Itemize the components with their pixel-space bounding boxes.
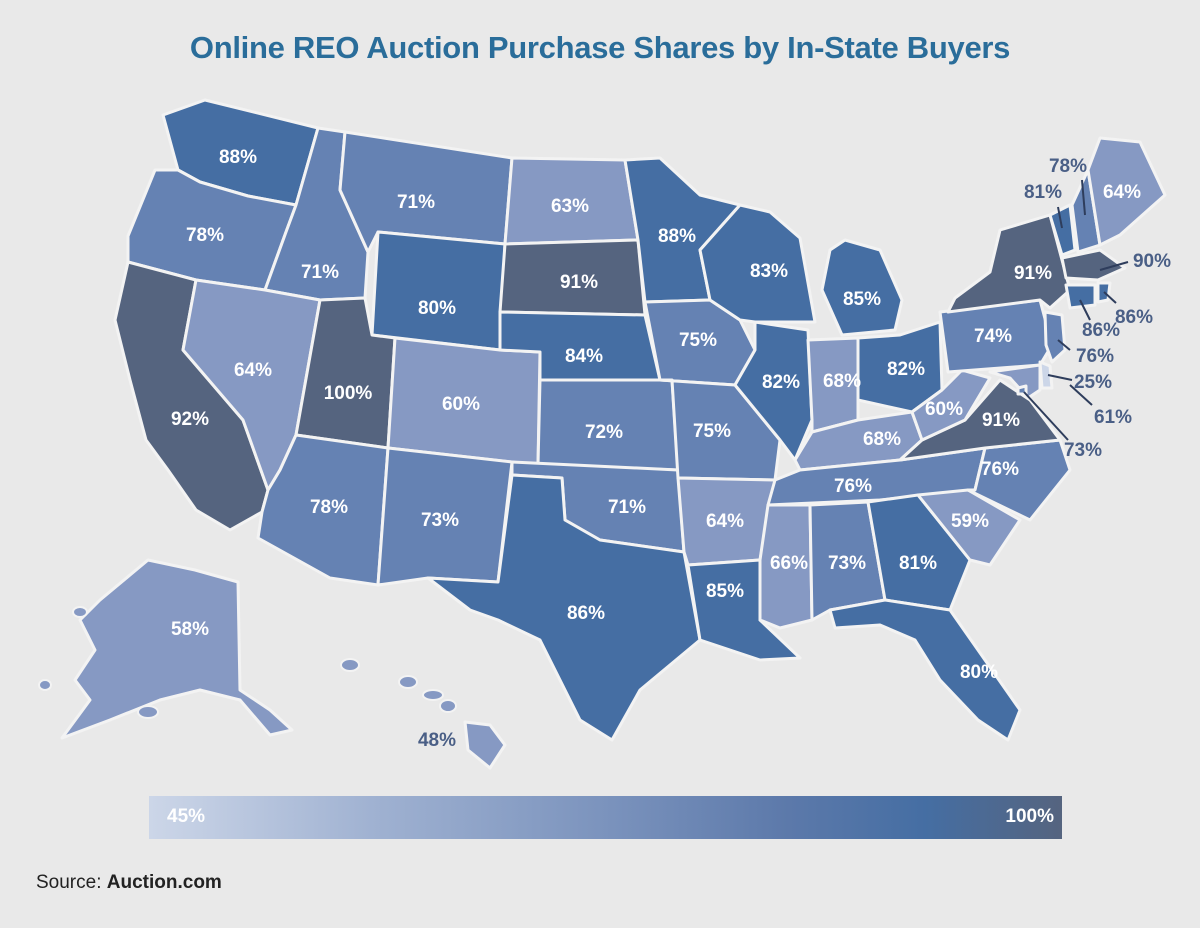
label-wv: 60%: [925, 399, 963, 420]
label-wi: 83%: [750, 261, 788, 282]
island-ak-west: [72, 606, 88, 618]
leader-dc: [1023, 391, 1069, 441]
label-dc: 73%: [1064, 440, 1102, 461]
label-ms: 66%: [770, 553, 808, 574]
state-fl[interactable]: [828, 598, 1022, 742]
label-id: 71%: [301, 262, 339, 283]
label-ia: 75%: [679, 330, 717, 351]
state-hi[interactable]: [463, 720, 507, 770]
island-ak-kodiak: [137, 705, 159, 719]
label-ma: 90%: [1133, 251, 1171, 272]
island-hi-molokai: [422, 689, 444, 701]
color-scale-legend: 45% 100%: [149, 796, 1062, 839]
label-ne: 84%: [565, 346, 603, 367]
label-la: 85%: [706, 581, 744, 602]
island-hi-kauai: [340, 658, 360, 672]
label-nv: 64%: [234, 360, 272, 381]
label-fl: 80%: [960, 662, 998, 683]
label-ny: 91%: [1014, 263, 1052, 284]
label-oh: 82%: [887, 359, 925, 380]
label-mt: 71%: [397, 192, 435, 213]
label-wy: 80%: [418, 298, 456, 319]
leader-nj: [1057, 339, 1071, 351]
label-ak: 58%: [171, 619, 209, 640]
label-sc: 59%: [951, 511, 989, 532]
state-ct[interactable]: [1064, 283, 1097, 310]
label-il: 82%: [762, 372, 800, 393]
leader-vt: [1057, 206, 1063, 229]
label-nh: 78%: [1049, 156, 1087, 177]
leader-ct: [1079, 299, 1091, 321]
label-hi: 48%: [418, 730, 456, 751]
label-ok: 71%: [608, 497, 646, 518]
leader-ri: [1103, 291, 1117, 304]
label-me: 64%: [1103, 182, 1141, 203]
state-vt[interactable]: [1048, 203, 1077, 257]
label-wa: 88%: [219, 147, 257, 168]
label-nj: 76%: [1076, 346, 1114, 367]
label-ky: 68%: [863, 429, 901, 450]
island-hi-oahu: [398, 675, 418, 689]
label-tn: 76%: [834, 476, 872, 497]
label-ar: 64%: [706, 511, 744, 532]
label-ut: 100%: [324, 383, 373, 404]
state-me[interactable]: [1086, 136, 1167, 247]
label-va: 91%: [982, 410, 1020, 431]
label-mn: 88%: [658, 226, 696, 247]
label-or: 78%: [186, 225, 224, 246]
source-note: Source: Auction.com: [36, 872, 222, 894]
state-tx[interactable]: [426, 473, 702, 742]
state-nj[interactable]: [1043, 310, 1067, 364]
label-in: 68%: [823, 371, 861, 392]
island-ak-aleutian: [38, 679, 52, 691]
label-ct: 86%: [1082, 320, 1120, 341]
state-ma[interactable]: [1060, 248, 1127, 282]
label-nm: 73%: [421, 510, 459, 531]
leader-nh: [1081, 179, 1086, 216]
label-nc: 76%: [981, 459, 1019, 480]
state-mi[interactable]: [820, 238, 904, 337]
label-mi: 85%: [843, 289, 881, 310]
label-az: 78%: [310, 497, 348, 518]
label-al: 73%: [828, 553, 866, 574]
label-pa: 74%: [974, 326, 1012, 347]
state-sc[interactable]: [916, 488, 1022, 567]
legend-min-label: 45%: [167, 806, 206, 827]
island-hi-maui: [439, 699, 457, 713]
label-ga: 81%: [899, 553, 937, 574]
state-va[interactable]: [898, 378, 1062, 462]
state-ak[interactable]: [60, 558, 294, 740]
label-sd: 91%: [560, 272, 598, 293]
map-title: Online REO Auction Purchase Shares by In…: [189, 30, 1011, 65]
state-wv[interactable]: [910, 368, 992, 442]
label-tx: 86%: [567, 603, 605, 624]
label-md: 61%: [1094, 407, 1132, 428]
leader-md: [1069, 384, 1093, 406]
leader-de: [1047, 374, 1073, 381]
state-wy[interactable]: [370, 230, 507, 352]
label-co: 60%: [442, 394, 480, 415]
label-vt: 81%: [1024, 182, 1062, 203]
label-de: 25%: [1074, 372, 1112, 393]
label-ri: 86%: [1115, 307, 1153, 328]
label-mo: 75%: [693, 421, 731, 442]
state-ga[interactable]: [866, 493, 972, 612]
label-nd: 63%: [551, 196, 589, 217]
source-prefix: Source:: [36, 872, 102, 893]
source-name: Auction.com: [106, 872, 222, 893]
legend-max-label: 100%: [1005, 806, 1054, 827]
leader-ma: [1099, 261, 1129, 271]
label-ca: 92%: [171, 409, 209, 430]
label-ks: 72%: [585, 422, 623, 443]
